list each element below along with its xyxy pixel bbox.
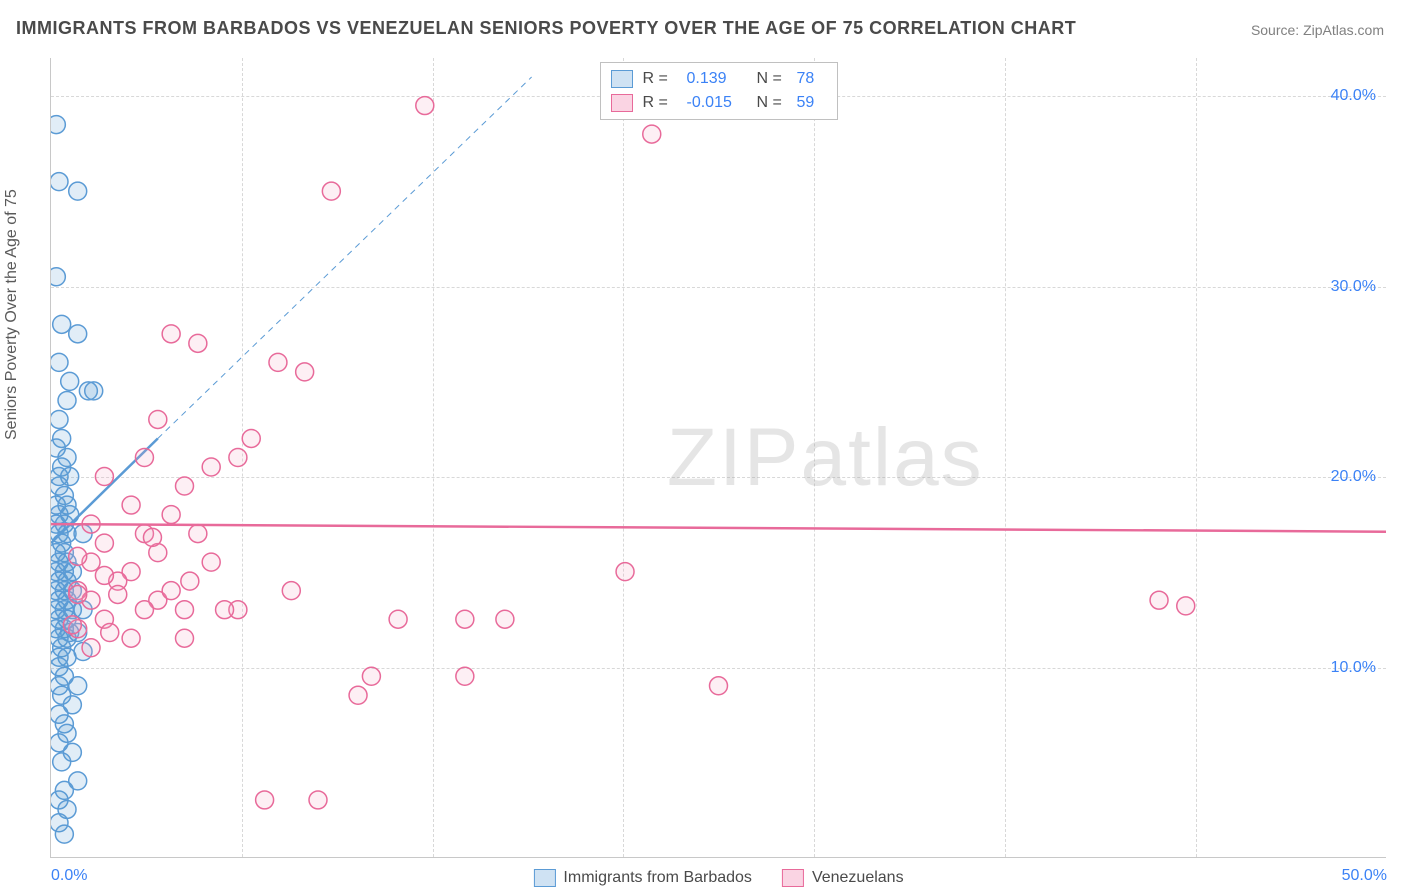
legend-row-2: R = -0.015 N = 59 <box>611 91 827 115</box>
legend-label-venezuelans: Venezuelans <box>812 869 904 887</box>
chart-plot-area: ZIPatlas R = 0.139 N = 78 R = -0.015 N =… <box>50 58 1386 858</box>
legend-swatch-venezuelans <box>782 869 804 887</box>
legend-row-1: R = 0.139 N = 78 <box>611 67 827 91</box>
legend-label-barbados: Immigrants from Barbados <box>563 869 752 887</box>
chart-title: IMMIGRANTS FROM BARBADOS VS VENEZUELAN S… <box>16 18 1076 39</box>
legend-n-label-1: N = <box>757 67 787 91</box>
legend-r-value-2: -0.015 <box>687 91 747 115</box>
y-axis-label: Seniors Poverty Over the Age of 75 <box>3 189 21 440</box>
legend-swatch-pink <box>611 94 633 112</box>
correlation-legend: R = 0.139 N = 78 R = -0.015 N = 59 <box>600 62 838 120</box>
legend-item-barbados: Immigrants from Barbados <box>533 869 752 887</box>
series-legend: Immigrants from Barbados Venezuelans <box>533 869 903 887</box>
legend-n-label-2: N = <box>757 91 787 115</box>
legend-n-value-2: 59 <box>797 91 827 115</box>
legend-r-label-2: R = <box>643 91 677 115</box>
legend-n-value-1: 78 <box>797 67 827 91</box>
legend-r-value-1: 0.139 <box>687 67 747 91</box>
chart-svg <box>51 58 1386 857</box>
x-tick-label: 0.0% <box>51 867 87 885</box>
legend-swatch-barbados <box>533 869 555 887</box>
legend-r-label-1: R = <box>643 67 677 91</box>
source-label: Source: ZipAtlas.com <box>1251 22 1384 38</box>
x-tick-label: 50.0% <box>1342 867 1387 885</box>
legend-item-venezuelans: Venezuelans <box>782 869 904 887</box>
legend-swatch-blue <box>611 70 633 88</box>
